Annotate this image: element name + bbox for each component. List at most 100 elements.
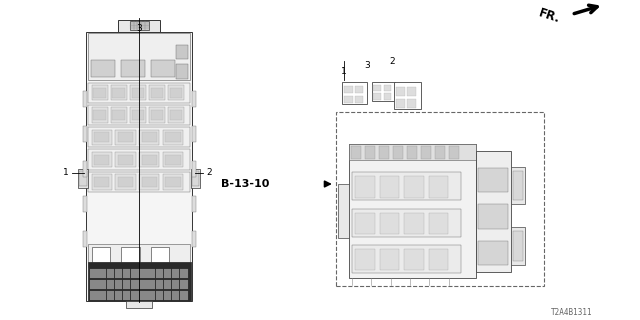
Bar (99, 269, 106, 277)
Bar (429, 249, 449, 270)
Bar (342, 82, 367, 104)
Bar (393, 146, 403, 158)
Bar (339, 184, 349, 238)
Bar (115, 130, 136, 145)
Text: 2: 2 (389, 57, 394, 66)
Bar (83, 126, 87, 142)
Bar (99, 280, 106, 289)
Bar (92, 107, 108, 123)
Bar (106, 280, 114, 289)
Bar (123, 280, 131, 289)
Bar (94, 132, 109, 142)
Bar (141, 177, 157, 187)
Bar (476, 151, 511, 272)
Bar (191, 171, 199, 186)
Bar (88, 83, 190, 103)
Bar (115, 174, 136, 189)
Bar (192, 231, 196, 247)
Bar (115, 291, 122, 300)
Bar (180, 269, 188, 277)
Bar (429, 176, 449, 198)
Bar (344, 96, 353, 103)
Bar (122, 247, 140, 265)
Bar (404, 212, 424, 234)
Bar (374, 85, 381, 92)
Bar (478, 204, 508, 229)
Text: FR.: FR. (537, 6, 562, 26)
Bar (380, 176, 399, 198)
Bar (83, 91, 87, 107)
Bar (352, 209, 461, 237)
Bar (141, 155, 157, 165)
Bar (176, 45, 188, 60)
Bar (141, 132, 157, 142)
Bar (140, 174, 159, 189)
Bar (380, 249, 399, 270)
Bar (118, 20, 160, 32)
Bar (513, 231, 523, 261)
Bar (172, 280, 179, 289)
Bar (88, 172, 190, 192)
Bar (355, 249, 374, 270)
Bar (151, 247, 170, 265)
Bar (165, 132, 181, 142)
Bar (336, 112, 544, 286)
Bar (394, 82, 420, 109)
Bar (79, 171, 87, 186)
Bar (92, 85, 108, 100)
Bar (163, 174, 183, 189)
Text: T2A4B1311: T2A4B1311 (550, 308, 592, 317)
Bar (344, 86, 353, 93)
Bar (511, 227, 525, 265)
Bar (478, 168, 508, 192)
Bar (352, 245, 461, 273)
Bar (408, 87, 417, 96)
Bar (349, 144, 476, 278)
Bar (383, 85, 391, 92)
Bar (163, 152, 183, 167)
Bar (379, 146, 388, 158)
Bar (92, 152, 112, 167)
Bar (150, 110, 163, 120)
Bar (355, 86, 364, 93)
Bar (156, 291, 163, 300)
Bar (352, 172, 461, 200)
Bar (163, 130, 183, 145)
Bar (130, 107, 146, 123)
Bar (192, 196, 196, 212)
Bar (88, 244, 190, 267)
Bar (113, 110, 125, 120)
Bar (407, 146, 417, 158)
Bar (380, 212, 399, 234)
Bar (90, 291, 98, 300)
Bar (147, 280, 155, 289)
Bar (94, 177, 109, 187)
Bar (130, 85, 146, 100)
Bar (180, 291, 188, 300)
Bar (170, 88, 182, 98)
Bar (140, 291, 147, 300)
Bar (147, 269, 155, 277)
Bar (131, 280, 139, 289)
Bar (78, 169, 88, 188)
Text: 2: 2 (206, 168, 212, 177)
Bar (365, 146, 374, 158)
Bar (83, 196, 87, 212)
Text: 1: 1 (63, 168, 69, 177)
Bar (140, 280, 147, 289)
Bar (404, 249, 424, 270)
Bar (371, 82, 395, 101)
Bar (92, 247, 109, 265)
Bar (118, 132, 133, 142)
Bar (88, 127, 190, 147)
Bar (121, 60, 145, 77)
Bar (435, 146, 445, 158)
Bar (126, 301, 152, 308)
Bar (131, 269, 139, 277)
Bar (90, 280, 98, 289)
Bar (123, 291, 131, 300)
Bar (83, 231, 87, 247)
Bar (140, 269, 147, 277)
Bar (192, 126, 196, 142)
Bar (478, 241, 508, 265)
